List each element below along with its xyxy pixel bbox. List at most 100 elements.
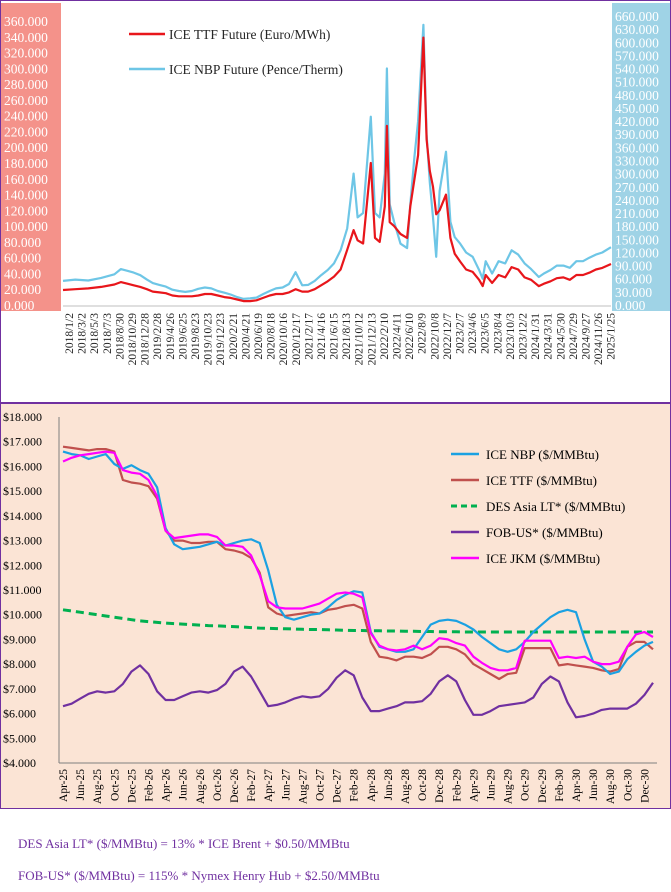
bottom-x-tick-label: Aug-28 [400,769,412,804]
bottom-x-tick-label: Jun-30 [588,769,600,801]
top-x-tick-label: 2021/2/17 [303,313,315,360]
left-axis-tick-label: 20.000 [4,282,41,297]
left-axis-tick-label: 340.000 [4,30,48,45]
right-axis-tick-label: 330.000 [615,154,659,169]
top-x-tick-label: 2024/5/30 [555,313,567,360]
left-axis-tick-label: 160.000 [4,172,48,187]
legend-label-ice-nbp-mmbtu: ICE NBP ($/MMBtu) [486,447,599,462]
top-x-tick-label: 2020/12/17 [291,313,303,366]
bottom-y-tick-label: $14.000 [3,509,42,523]
right-axis-tick-label: 630.000 [615,22,659,37]
top-x-tick-label: 2022/4/11 [392,313,404,359]
bottom-x-tick-label: Dec-28 [434,769,446,803]
bottom-y-tick-label: $9.000 [3,632,36,646]
bottom-x-tick-label: Apr-28 [366,769,378,802]
top-x-tick-label: 2023/4/6 [467,313,479,354]
bottom-x-tick-label: Jun-29 [486,769,498,801]
bottom-x-tick-label: Aug-27 [297,769,309,804]
bottom-x-tick-label: Oct-30 [622,769,634,801]
bottom-x-tick-label: Aug-26 [195,769,207,804]
left-axis-tick-label: 100.000 [4,219,48,234]
top-x-tick-label: 2021/6/15 [329,313,341,360]
bottom-y-tick-label: $12.000 [3,558,42,572]
top-x-tick-label: 2024/11/26 [593,313,605,365]
top-x-tick-label: 2019/12/23 [215,313,227,366]
bottom-x-tick-label: Feb-28 [349,769,361,802]
bottom-x-tick-label: Apr-27 [263,769,275,802]
bottom-y-tick-label: $15.000 [3,484,42,498]
left-axis-tick-label: 120.000 [4,203,48,218]
bottom-x-tick-label: Dec-30 [639,769,651,803]
top-x-tick-label: 2022/12/7 [442,313,454,360]
top-x-tick-label: 2021/10/12 [354,313,366,366]
top-x-tick-label: 2024/7/29 [568,313,580,360]
legend-label-ice-nbp-future-pence-therm: ICE NBP Future (Pence/Therm) [169,62,343,77]
right-axis-tick-label: 0.000 [615,298,646,313]
top-chart-svg: 0.00020.00040.00060.00080.000100.000120.… [1,3,670,366]
top-x-tick-label: 2023/12/2 [518,313,530,360]
right-axis-tick-label: 300.000 [615,167,659,182]
top-x-tick-label: 2022/10/8 [429,313,441,360]
bottom-y-tick-label: $6.000 [3,707,36,721]
bottom-x-tick-label: Oct-25 [109,769,121,801]
right-axis-tick-label: 60.000 [615,272,652,287]
right-axis-tick-label: 540.000 [615,62,659,77]
right-axis-tick-label: 600.000 [615,35,659,50]
top-x-tick-label: 2022/2/10 [379,313,391,360]
bottom-x-tick-label: Jun-26 [178,769,190,801]
right-axis-tick-label: 90.000 [615,259,652,274]
top-x-tick-label: 2021/8/13 [341,313,353,360]
right-axis-tick-label: 180.000 [615,219,659,234]
top-x-tick-label: 2018/8/30 [114,313,126,360]
left-axis-tick-label: 240.000 [4,109,48,124]
bottom-x-tick-label: Aug-29 [503,769,515,804]
legend-label-ice-ttf-mmbtu: ICE TTF ($/MMBtu) [486,473,597,488]
bottom-x-tick-label: Oct-29 [520,769,532,801]
left-axis-tick-label: 200.000 [4,140,48,155]
top-x-tick-label: 2023/8/4 [492,313,504,354]
bottom-y-tick-label: $16.000 [3,459,42,473]
top-x-tick-label: 2019/4/26 [165,313,177,360]
bottom-chart-svg: $4.000 $5.000 $6.000 $7.000 $8.000 $9.000 $10.… [3,410,657,804]
left-axis-tick-label: 260.000 [4,93,48,108]
series-line-ice-jkm-mmbtu [62,450,654,672]
top-x-tick-label: 2018/1/2 [64,313,76,354]
bottom-x-tick-label: Apr-26 [161,769,173,802]
bottom-x-tick-label: Feb-30 [554,769,566,802]
top-x-tick-label: 2021/4/16 [316,313,328,360]
series-line-ice-ttf-future-euro-mwh [62,36,612,303]
top-x-tick-label: 2020/10/16 [278,313,290,366]
bottom-x-tick-label: Apr-29 [468,769,480,802]
top-x-tick-label: 2018/3/2 [77,313,89,354]
top-x-tick-label: 2020/4/21 [240,313,252,360]
right-axis-tick-label: 210.000 [615,206,659,221]
legend-label-fob-us-mmbtu: FOB-US* ($/MMBtu) [486,525,603,540]
bottom-x-tick-label: Apr-30 [571,769,583,802]
top-x-tick-label: 2020/8/18 [266,313,278,360]
bottom-x-tick-label: Oct-28 [417,769,429,801]
top-x-tick-label: 2018/10/29 [127,313,139,366]
bottom-x-tick-label: Aug-25 [92,769,104,804]
bottom-y-tick-label: $5.000 [3,731,36,745]
bottom-y-tick-label: $18.000 [3,410,42,424]
bottom-x-tick-label: Oct-27 [315,769,327,801]
top-x-tick-label: 2019/10/23 [203,313,215,366]
top-x-tick-label: 2021/12/13 [366,313,378,366]
right-axis-tick-label: 480.000 [615,88,659,103]
series-line-ice-nbp-mmbtu [62,450,654,676]
top-x-tick-label: 2019/6/25 [177,313,189,360]
right-axis-tick-label: 420.000 [615,114,659,129]
left-axis-tick-label: 180.000 [4,156,48,171]
des-asia-formula-note: DES Asia LT* ($/MMBtu) = 13% * ICE Brent… [18,836,350,851]
bottom-x-tick-label: Aug-30 [605,769,617,804]
bottom-x-tick-label: Dec-27 [332,769,344,803]
fob-us-formula-note: FOB-US* ($/MMBtu) = 115% * Nymex Henry H… [18,868,380,883]
bottom-x-tick-label: Dec-26 [229,769,241,803]
bottom-y-tick-label: $13.000 [3,534,42,548]
bottom-x-tick-label: Oct-26 [212,769,224,801]
left-axis-tick-label: 60.000 [4,251,41,266]
forward-price-chart: $4.000 $5.000 $6.000 $7.000 $8.000 $9.000 $10.… [0,403,671,809]
left-axis-tick-label: 320.000 [4,46,48,61]
right-axis-tick-label: 120.000 [615,245,659,260]
top-x-tick-label: 2019/2/28 [152,313,164,360]
